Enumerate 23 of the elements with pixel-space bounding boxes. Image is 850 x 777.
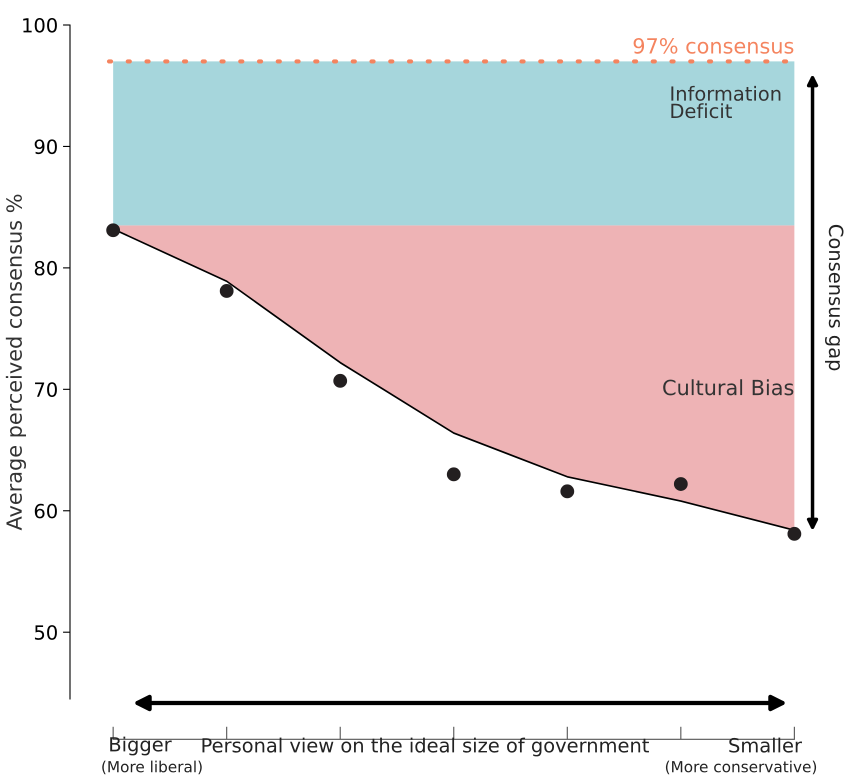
text: Bigger xyxy=(110,736,172,756)
point xyxy=(106,223,120,238)
point xyxy=(674,477,688,491)
text: (More conservative) xyxy=(666,760,816,774)
y-tick-label: 90 xyxy=(34,139,57,154)
y-axis-title: Average perceived consensus % xyxy=(6,194,26,530)
annotation: Cultural Bias xyxy=(663,379,794,396)
y-tick-label: 100 xyxy=(23,18,57,33)
point xyxy=(560,484,574,498)
text: Consensus gap xyxy=(825,224,844,370)
y-tick-label: 70 xyxy=(35,382,57,397)
y-tick-label: 80 xyxy=(34,260,57,276)
y-tick-label: 60 xyxy=(34,504,57,518)
band-label: Information Deficit xyxy=(671,86,780,118)
x-axis-title: Personal view on the ideal size of government xyxy=(202,738,649,756)
point xyxy=(787,526,802,541)
text: Smaller xyxy=(729,738,802,753)
point xyxy=(446,467,461,482)
ref-line-label: 97% consensus xyxy=(634,38,794,54)
y-tick-label: 50 xyxy=(34,625,57,640)
point xyxy=(333,374,348,388)
text: (More liberal) xyxy=(102,760,202,774)
point xyxy=(220,284,234,298)
